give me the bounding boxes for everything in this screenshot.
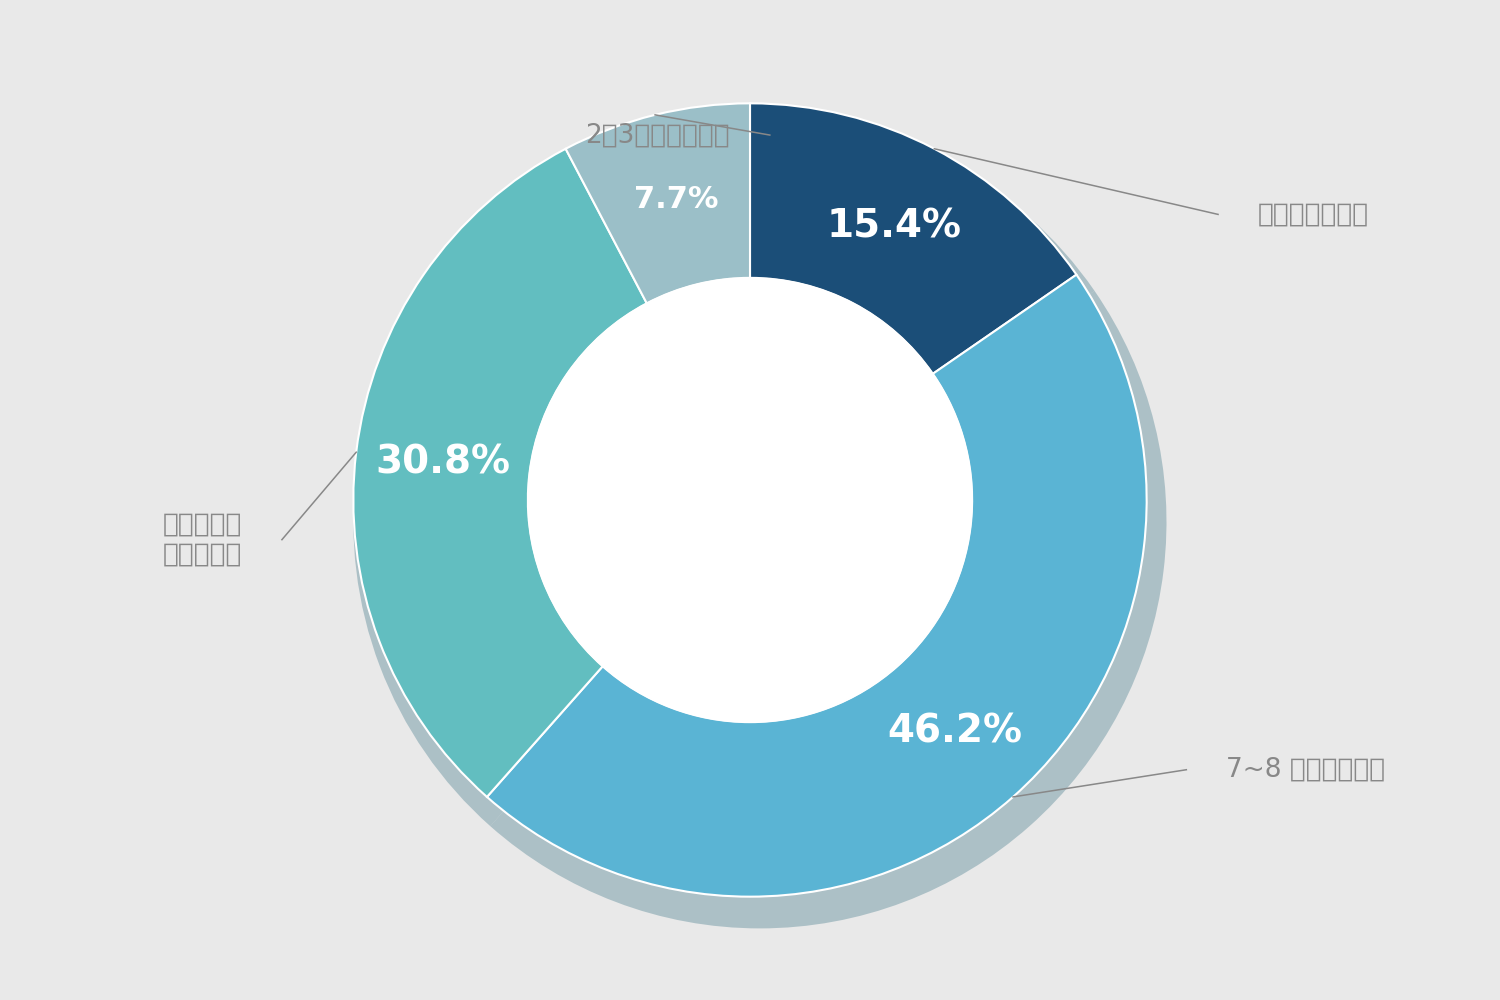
Wedge shape	[750, 103, 1077, 374]
Text: 半分くらい
覚えている: 半分くらい 覚えている	[164, 512, 243, 568]
Text: 46.2%: 46.2%	[888, 713, 1023, 751]
Wedge shape	[354, 162, 662, 826]
Circle shape	[528, 278, 972, 722]
Text: 30.8%: 30.8%	[375, 444, 510, 482]
Text: 7.7%: 7.7%	[633, 185, 718, 214]
Wedge shape	[354, 149, 646, 797]
Text: 2～3割覚えている: 2～3割覚えている	[585, 122, 730, 148]
Circle shape	[548, 310, 972, 734]
Wedge shape	[490, 291, 1167, 928]
Wedge shape	[572, 115, 760, 334]
Text: 15.4%: 15.4%	[827, 207, 962, 245]
Text: 7~8 割覚えている: 7~8 割覚えている	[1226, 757, 1385, 783]
Wedge shape	[760, 115, 1095, 401]
Wedge shape	[566, 103, 750, 303]
Text: 全て覚えている: 全て覚えている	[1257, 201, 1370, 227]
Wedge shape	[488, 275, 1146, 897]
